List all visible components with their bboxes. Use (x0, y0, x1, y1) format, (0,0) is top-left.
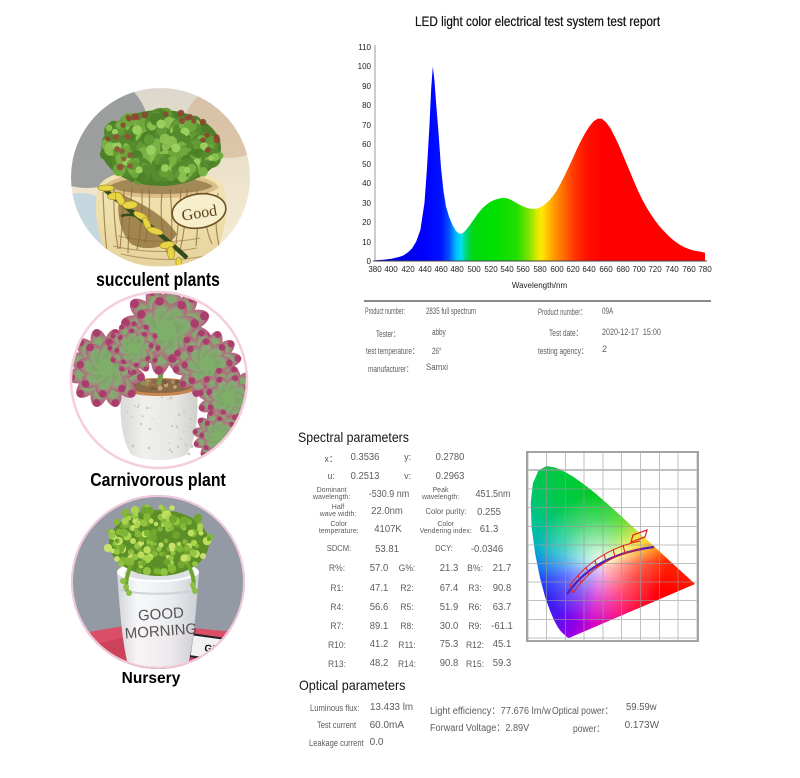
svg-text:MORNING: MORNING (124, 620, 198, 642)
svg-text:500: 500 (467, 265, 481, 274)
svg-text:10: 10 (362, 238, 371, 247)
svg-text:100: 100 (357, 62, 371, 71)
svg-text:740: 740 (665, 265, 679, 274)
svg-text:Good: Good (180, 202, 218, 224)
svg-text:400: 400 (384, 265, 398, 274)
svg-text:520: 520 (484, 265, 498, 274)
svg-text:620: 620 (566, 265, 580, 274)
svg-text:Gilt: Gilt (204, 643, 223, 656)
svg-text:460: 460 (434, 265, 448, 274)
svg-text:80: 80 (362, 101, 371, 110)
svg-text:60: 60 (362, 140, 371, 149)
svg-text:700: 700 (632, 265, 646, 274)
svg-text:560: 560 (516, 265, 530, 274)
svg-text:50: 50 (362, 160, 371, 169)
svg-text:0: 0 (366, 257, 371, 266)
svg-text:580: 580 (533, 265, 547, 274)
svg-text:760: 760 (682, 265, 696, 274)
svg-text:480: 480 (450, 265, 464, 274)
svg-text:680: 680 (616, 265, 630, 274)
svg-text:380: 380 (368, 265, 382, 274)
svg-text:70: 70 (362, 121, 371, 130)
svg-text:640: 640 (582, 265, 596, 274)
svg-text:90: 90 (362, 82, 371, 91)
svg-text:440: 440 (418, 265, 432, 274)
svg-text:780: 780 (698, 265, 712, 274)
svg-text:720: 720 (648, 265, 662, 274)
svg-text:Wavelength/nm: Wavelength/nm (511, 281, 567, 290)
svg-text:40: 40 (362, 179, 371, 188)
svg-text:660: 660 (599, 265, 613, 274)
svg-text:600: 600 (550, 265, 564, 274)
svg-text:420: 420 (401, 265, 415, 274)
svg-text:GOOD: GOOD (138, 604, 185, 624)
svg-text:540: 540 (500, 265, 514, 274)
svg-text:30: 30 (362, 199, 371, 208)
svg-text:110: 110 (358, 43, 371, 52)
svg-text:20: 20 (362, 218, 371, 227)
